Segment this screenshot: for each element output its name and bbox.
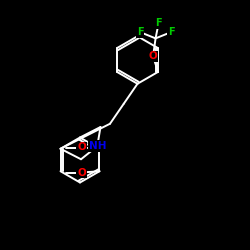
Text: F: F [137, 27, 143, 37]
Text: O: O [149, 52, 158, 62]
Text: O: O [77, 168, 86, 177]
Text: O: O [77, 142, 86, 152]
Text: NH: NH [88, 141, 106, 151]
Text: F: F [155, 18, 162, 28]
Text: F: F [168, 27, 174, 37]
